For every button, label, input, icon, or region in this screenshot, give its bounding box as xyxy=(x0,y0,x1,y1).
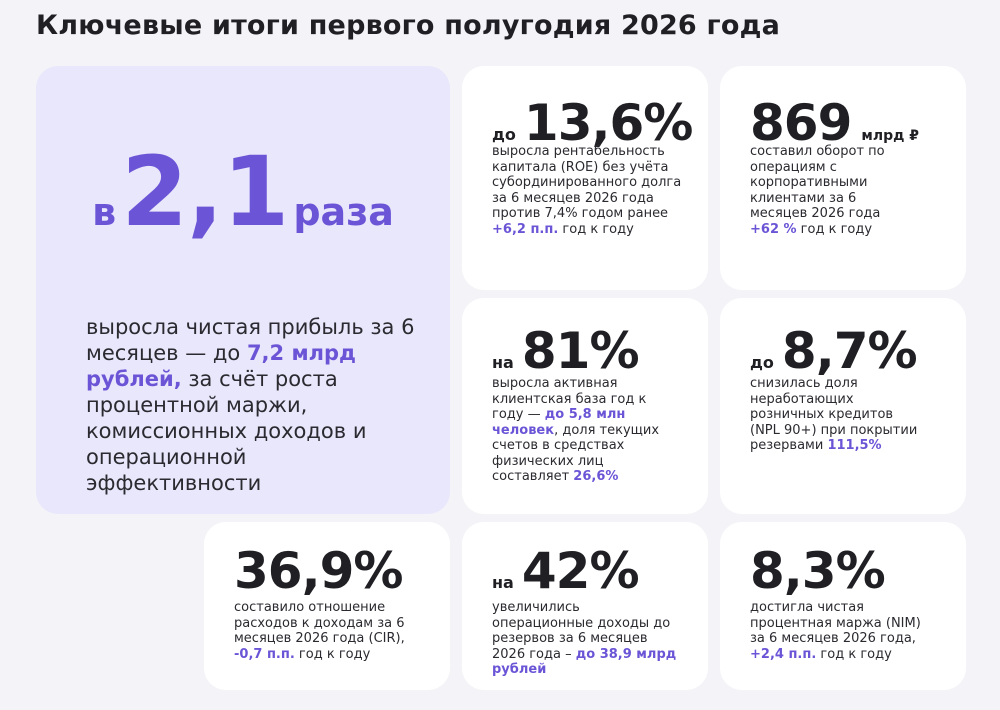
card-text: составил оборот по операциям с корпорати… xyxy=(750,144,885,221)
card-headline: на 42% xyxy=(492,542,640,600)
hero-value: 2,1 xyxy=(121,136,289,248)
card-headline: 869 млрд ₽ xyxy=(750,94,919,152)
card-accent: до 38,9 млрд рублей xyxy=(492,646,677,678)
card-nim: 8,3% достигла чистая процентная маржа (N… xyxy=(720,522,966,690)
page-title: Ключевые итоги первого полугодия 2026 го… xyxy=(36,10,781,41)
card-accent: +62 % xyxy=(750,221,797,237)
card-value: 8,3% xyxy=(750,542,886,600)
card-npl: до 8,7% снизилась доля неработающих розни… xyxy=(720,298,966,514)
card-accent: +6,2 п.п. xyxy=(492,221,559,237)
card-headline: до 8,7% xyxy=(750,322,918,380)
card-headline: 36,9% xyxy=(234,542,403,600)
card-text: выросла активная клиентская база год к г… xyxy=(492,376,647,422)
card-description: составил оборот по операциям с корпорати… xyxy=(750,144,910,237)
card-accent: 111,5% xyxy=(827,438,882,453)
card-headline: до 13,6% xyxy=(492,94,693,152)
card-value: 8,7% xyxy=(781,322,918,380)
card-accent: до 5,8 млн человек xyxy=(492,407,626,438)
card-description: выросла рентабельность капитала (ROE) бе… xyxy=(492,144,684,237)
card-text: год к году xyxy=(816,646,892,662)
card-text: составило отношение расходов к доходам з… xyxy=(234,600,405,646)
hero-text-part: выросла чистая прибыль за 6 месяцев — до xyxy=(86,315,415,365)
card-description: составило отношение расходов к доходам з… xyxy=(234,600,434,662)
card-turnover: 869 млрд ₽ составил оборот по операциям с… xyxy=(720,66,966,290)
card-value: 869 xyxy=(750,94,852,152)
card-unit: млрд ₽ xyxy=(861,128,920,144)
card-roe: до 13,6% выросла рентабельность капитала … xyxy=(462,66,708,290)
hero-suffix: раза xyxy=(293,190,394,234)
card-description: выросла активная клиентская база год к г… xyxy=(492,376,662,485)
hero-card-net-profit: в 2,1 раза выросла чистая прибыль за 6 м… xyxy=(36,66,450,514)
card-text: год к году xyxy=(796,221,873,237)
card-description: увеличились операционные доходы до резер… xyxy=(492,600,684,678)
card-prefix: на xyxy=(492,353,514,372)
card-text: снизилась доля неработающих розничных кр… xyxy=(750,376,918,453)
card-text: выросла рентабельность капитала (ROE) бе… xyxy=(492,144,682,221)
card-text: достигла чистая процентная маржа (NIM) з… xyxy=(750,600,921,646)
card-text: год к году xyxy=(558,221,634,237)
card-operating-income: на 42% увеличились операционные доходы до… xyxy=(462,522,708,690)
card-text: , доля текущих счетов в средствах физиче… xyxy=(492,422,660,485)
card-prefix: до xyxy=(492,125,516,144)
card-headline: 8,3% xyxy=(750,542,886,600)
card-clients: на 81% выросла активная клиентская база г… xyxy=(462,298,708,514)
card-accent: -0,7 п.п. xyxy=(234,646,295,662)
card-value: 13,6% xyxy=(523,94,693,152)
card-value: 42% xyxy=(521,542,640,600)
card-text: увеличились операционные доходы до резер… xyxy=(492,600,671,662)
card-text: год к году xyxy=(294,646,371,662)
hero-text-part: за счёт роста процентной маржи, комиссио… xyxy=(86,367,367,495)
card-accent: 26,6% xyxy=(573,469,619,484)
card-value: 81% xyxy=(521,322,640,380)
card-prefix: до xyxy=(750,353,774,372)
hero-description: выросла чистая прибыль за 6 месяцев — до… xyxy=(86,314,426,496)
hero-prefix: в xyxy=(92,190,117,234)
hero-text-accent: 7,2 млрд рублей, xyxy=(86,341,356,391)
hero-headline: в 2,1 раза xyxy=(36,136,450,248)
card-accent: +2,4 п.п. xyxy=(750,646,817,662)
card-headline: на 81% xyxy=(492,322,640,380)
card-description: снизилась доля неработающих розничных кр… xyxy=(750,376,920,454)
card-value: 36,9% xyxy=(234,542,403,600)
card-prefix: на xyxy=(492,573,514,592)
card-cir: 36,9% составило отношение расходов к дох… xyxy=(204,522,450,690)
card-description: достигла чистая процентная маржа (NIM) з… xyxy=(750,600,930,662)
